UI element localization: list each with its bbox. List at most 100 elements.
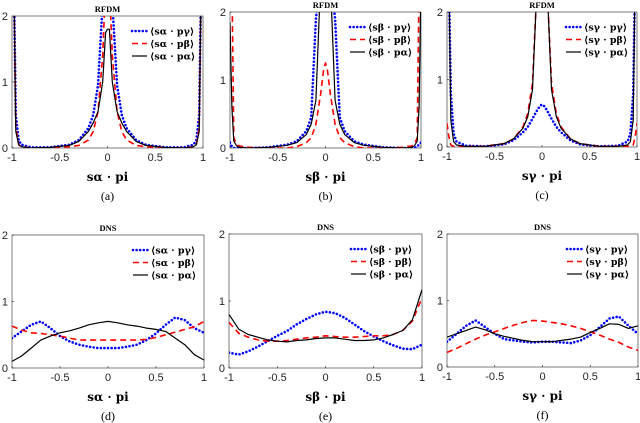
- x-tick-label: -1: [7, 152, 17, 164]
- series-line-solid: [448, 12, 636, 147]
- y-tick-label: 2: [220, 7, 226, 19]
- series-line-dashed: [447, 319, 638, 354]
- y-tick-label: 0: [219, 363, 225, 375]
- x-axis-label: sγ · pi: [522, 389, 563, 403]
- legend-label: ⟨sγ · pα⟩: [584, 48, 628, 59]
- legend-label: ⟨sβ · pγ⟩: [368, 23, 411, 34]
- panel-caption: (b): [319, 189, 333, 203]
- x-tick-label: 0.5: [582, 151, 597, 163]
- legend-label: ⟨sβ · pα⟩: [368, 48, 412, 59]
- panel-title: DNS: [534, 222, 551, 232]
- y-tick-label: 2: [437, 7, 443, 19]
- y-tick-label: 1: [437, 296, 443, 308]
- x-tick-label: 0.5: [583, 371, 598, 383]
- series-line-dotted: [448, 12, 636, 147]
- x-tick-label: 1: [200, 152, 206, 164]
- panel-caption: (c): [535, 188, 548, 202]
- legend-label: ⟨sα · pα⟩: [151, 271, 196, 282]
- legend-label: ⟨sγ · pβ⟩: [584, 35, 627, 46]
- panel-title: RFDM: [529, 0, 555, 10]
- plot-area: [11, 234, 205, 369]
- series-line-dotted: [13, 16, 202, 148]
- x-axis-label: sα · pi: [87, 170, 129, 184]
- x-tick-label: -1: [442, 151, 452, 163]
- x-tick-label: -0.5: [268, 372, 287, 384]
- x-tick-label: 0: [322, 152, 328, 164]
- legend-label: ⟨sα · pβ⟩: [150, 39, 194, 50]
- y-tick-label: 2: [219, 229, 225, 241]
- panel-caption: (a): [101, 189, 114, 203]
- legend-label: ⟨sγ · pβ⟩: [585, 257, 628, 268]
- x-tick-label: 1: [635, 371, 640, 383]
- series-line-solid: [230, 12, 421, 148]
- x-tick-label: -1: [442, 371, 452, 383]
- series-line-solid: [447, 323, 638, 343]
- y-tick-label: 1: [2, 77, 8, 89]
- plot-area: [446, 233, 639, 368]
- panel-caption: (f): [537, 408, 549, 422]
- x-tick-label: -0.5: [50, 152, 69, 164]
- legend-label: ⟨sγ · pγ⟩: [585, 245, 628, 256]
- series-line-dashed: [231, 12, 420, 148]
- panel-title: DNS: [99, 223, 116, 233]
- panel-caption: (d): [101, 409, 115, 423]
- x-tick-label: -1: [224, 372, 234, 384]
- legend-label: ⟨sγ · pα⟩: [585, 270, 629, 281]
- y-tick-label: 1: [220, 75, 226, 87]
- y-tick-label: 0: [2, 143, 8, 155]
- y-tick-label: 0: [2, 363, 8, 375]
- legend-label: ⟨sβ · pα⟩: [369, 270, 413, 281]
- y-tick-label: 1: [2, 297, 8, 309]
- panel-a: -1 -0.5 0 0.5 1 0 1 2 RFDM ⟨sα · pγ⟩⟨sα · pβ⟩ ⟨sα …: [2, 4, 206, 203]
- legend: ⟨sγ · pγ⟩⟨sγ · pβ⟩ ⟨sγ · pα⟩: [565, 245, 629, 281]
- series-line-dashed: [12, 320, 204, 341]
- legend-label: ⟨sβ · pγ⟩: [369, 245, 412, 256]
- legend-label: ⟨sα · pβ⟩: [151, 258, 195, 269]
- legend-label: ⟨sβ · pβ⟩: [368, 35, 411, 46]
- legend: ⟨sβ · pγ⟩⟨sβ · pβ⟩ ⟨sβ · pα⟩: [349, 245, 413, 281]
- x-tick-label: 0: [105, 372, 111, 384]
- x-tick-label: -0.5: [51, 372, 70, 384]
- x-tick-label: -1: [7, 372, 17, 384]
- series-line-dashed: [229, 297, 422, 343]
- legend: ⟨sγ · pγ⟩⟨sγ · pβ⟩ ⟨sγ · pα⟩: [564, 23, 628, 59]
- series-line-solid: [229, 289, 422, 343]
- x-tick-label: 0: [104, 152, 110, 164]
- x-axis-label: sβ · pi: [305, 390, 346, 404]
- y-tick-label: 1: [437, 75, 443, 87]
- x-axis-label: sα · pi: [87, 390, 129, 404]
- x-tick-label: 0: [539, 371, 545, 383]
- series-line-dotted: [229, 310, 422, 356]
- panel-title: DNS: [317, 222, 334, 232]
- x-tick-label: -1: [225, 152, 235, 164]
- y-tick-label: 0: [220, 143, 226, 155]
- series-line-dotted: [12, 316, 204, 350]
- legend-label: ⟨sα · pγ⟩: [151, 246, 195, 257]
- x-tick-label: 1: [418, 152, 424, 164]
- y-tick-label: 1: [219, 296, 225, 308]
- panel-caption: (e): [319, 409, 332, 423]
- x-tick-label: -0.5: [268, 152, 287, 164]
- series-line-solid: [13, 16, 202, 148]
- x-tick-label: -0.5: [485, 371, 504, 383]
- y-tick-label: 0: [437, 362, 443, 374]
- y-tick-label: 2: [2, 230, 8, 242]
- x-tick-label: 1: [419, 372, 425, 384]
- x-tick-label: -0.5: [485, 151, 504, 163]
- legend-label: ⟨sβ · pβ⟩: [369, 257, 412, 268]
- panel-title: RFDM: [313, 0, 339, 10]
- x-tick-label: 1: [201, 372, 207, 384]
- x-axis-label: sβ · pi: [305, 170, 346, 184]
- x-tick-label: 0: [322, 372, 328, 384]
- y-tick-label: 2: [2, 11, 8, 23]
- plot-area: [229, 11, 422, 149]
- plot-area: [11, 15, 204, 149]
- legend-label: ⟨sα · pα⟩: [150, 52, 195, 63]
- panel-title: RFDM: [95, 4, 121, 14]
- legend-label: ⟨sα · pγ⟩: [150, 27, 194, 38]
- x-tick-label: 0.5: [148, 152, 163, 164]
